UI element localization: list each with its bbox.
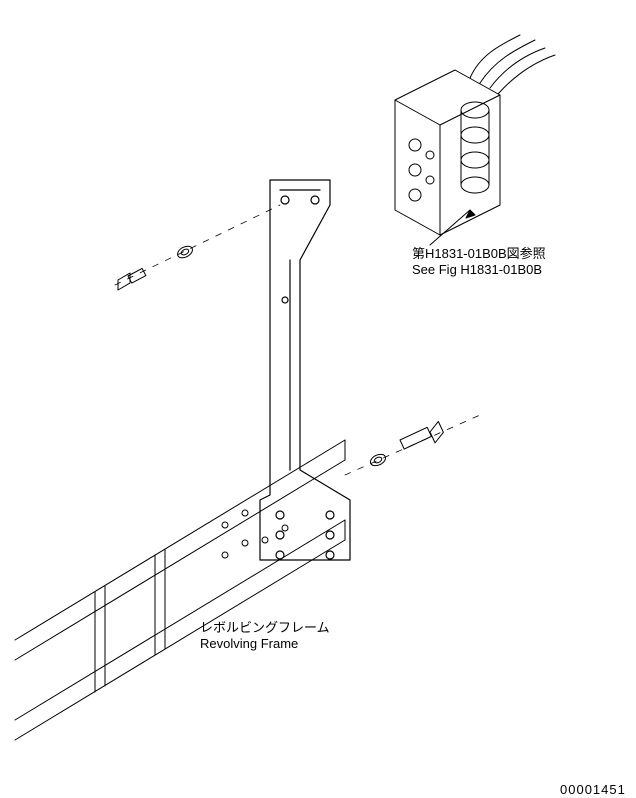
solenoid-valve-block (395, 35, 555, 235)
ref-leader (430, 210, 475, 245)
revolving-frame (15, 440, 345, 740)
lower-bolt-assembly (345, 415, 480, 475)
frame-label-en: Revolving Frame (200, 636, 298, 652)
upper-bolt-assembly (115, 205, 280, 290)
solenoid-coils (461, 102, 489, 193)
ref-label-en: See Fig H1831-01B0B (412, 262, 542, 278)
frame-label-jp: レボルビングフレーム (200, 620, 330, 636)
diagram-canvas (0, 0, 636, 797)
document-number: 00001451 (560, 782, 626, 798)
mounting-pad (222, 510, 288, 558)
ref-label-jp: 第H1831-01B0B図参照 (412, 246, 546, 262)
